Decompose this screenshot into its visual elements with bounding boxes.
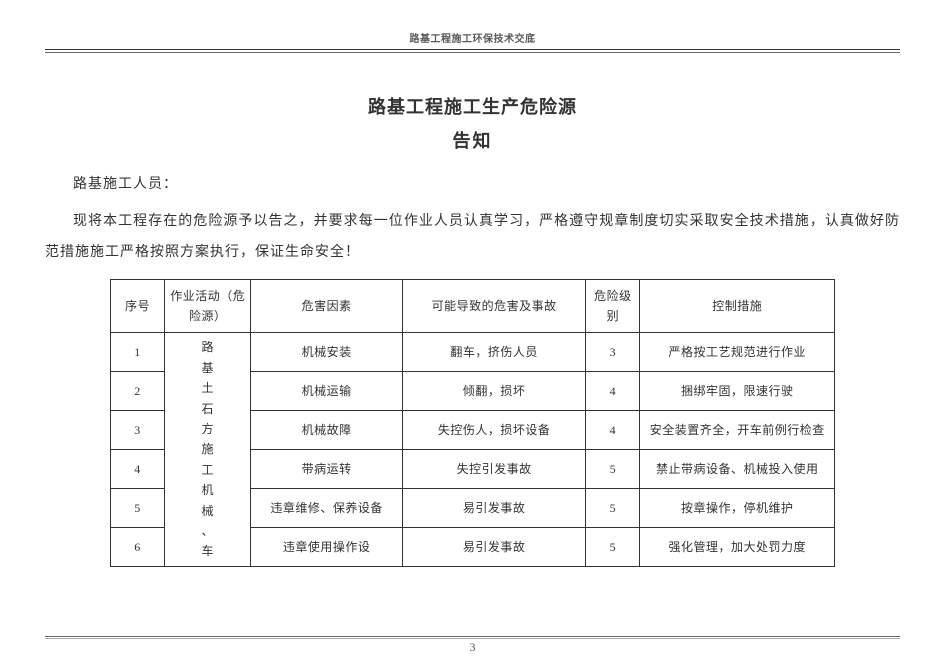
table-row: 1 路基土石方施工机械、车 机械安装 翻车，挤伤人员 3 严格按工艺规范进行作业 (111, 333, 835, 372)
cell-control: 捆绑牢固，限速行驶 (640, 372, 835, 411)
cell-control: 严格按工艺规范进行作业 (640, 333, 835, 372)
cell-activity-merged: 路基土石方施工机械、车 (165, 333, 251, 566)
cell-harm: 易引发事故 (402, 527, 586, 566)
cell-harm: 失控伤人，损坏设备 (402, 411, 586, 450)
running-header: 路基工程施工环保技术交底 (45, 30, 900, 45)
cell-factor: 带病运转 (251, 450, 402, 489)
cell-level: 3 (586, 333, 640, 372)
cell-harm: 倾翻，损坏 (402, 372, 586, 411)
cell-level: 4 (586, 372, 640, 411)
cell-factor: 机械运输 (251, 372, 402, 411)
cell-factor: 违章使用操作设 (251, 527, 402, 566)
body-paragraph: 现将本工程存在的危险源予以告之，并要求每一位作业人员认真学习，严格遵守规章制度切… (45, 207, 900, 269)
document-title: 路基工程施工生产危险源 (45, 93, 900, 119)
salutation: 路基施工人员： (73, 173, 900, 193)
cell-factor: 机械安装 (251, 333, 402, 372)
cell-seq: 2 (111, 372, 165, 411)
cell-level: 5 (586, 527, 640, 566)
cell-control: 强化管理，加大处罚力度 (640, 527, 835, 566)
footer-rule (45, 636, 900, 637)
cell-level: 5 (586, 450, 640, 489)
col-header-control: 控制措施 (640, 279, 835, 333)
cell-harm: 失控引发事故 (402, 450, 586, 489)
cell-control: 禁止带病设备、机械投入使用 (640, 450, 835, 489)
cell-seq: 1 (111, 333, 165, 372)
hazard-table-wrap: 序号 作业活动（危险源） 危害因素 可能导致的危害及事故 危险级别 控制措施 1… (110, 279, 835, 567)
col-header-harm: 可能导致的危害及事故 (402, 279, 586, 333)
col-header-factor: 危害因素 (251, 279, 402, 333)
cell-factor: 机械故障 (251, 411, 402, 450)
cell-control: 安全装置齐全，开车前例行检查 (640, 411, 835, 450)
cell-harm: 翻车，挤伤人员 (402, 333, 586, 372)
header-rule-top (45, 49, 900, 50)
col-header-activity: 作业活动（危险源） (165, 279, 251, 333)
table-body: 1 路基土石方施工机械、车 机械安装 翻车，挤伤人员 3 严格按工艺规范进行作业… (111, 333, 835, 566)
col-header-seq: 序号 (111, 279, 165, 333)
cell-control: 按章操作，停机维护 (640, 488, 835, 527)
footer-rule-2 (45, 638, 900, 639)
header-rule-bottom (45, 52, 900, 53)
document-subtitle: 告知 (45, 127, 900, 153)
col-header-level: 危险级别 (586, 279, 640, 333)
cell-harm: 易引发事故 (402, 488, 586, 527)
cell-seq: 5 (111, 488, 165, 527)
cell-seq: 6 (111, 527, 165, 566)
hazard-table: 序号 作业活动（危险源） 危害因素 可能导致的危害及事故 危险级别 控制措施 1… (110, 279, 835, 567)
cell-factor: 违章维修、保养设备 (251, 488, 402, 527)
page-number: 3 (0, 640, 945, 655)
cell-seq: 4 (111, 450, 165, 489)
cell-level: 5 (586, 488, 640, 527)
cell-level: 4 (586, 411, 640, 450)
cell-seq: 3 (111, 411, 165, 450)
table-header-row: 序号 作业活动（危险源） 危害因素 可能导致的危害及事故 危险级别 控制措施 (111, 279, 835, 333)
